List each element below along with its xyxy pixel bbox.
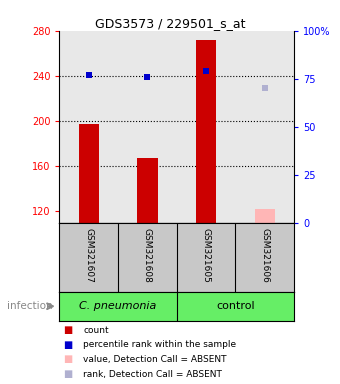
Text: GDS3573 / 229501_s_at: GDS3573 / 229501_s_at xyxy=(95,17,245,30)
Text: control: control xyxy=(216,301,255,311)
Text: percentile rank within the sample: percentile rank within the sample xyxy=(83,340,236,349)
Bar xyxy=(255,209,275,223)
Bar xyxy=(137,158,158,223)
Bar xyxy=(196,40,216,223)
Text: GSM321605: GSM321605 xyxy=(202,228,210,283)
Text: C. pneumonia: C. pneumonia xyxy=(80,301,157,311)
Bar xyxy=(79,124,99,223)
Text: value, Detection Call = ABSENT: value, Detection Call = ABSENT xyxy=(83,355,227,364)
Text: ■: ■ xyxy=(63,325,72,335)
Text: ■: ■ xyxy=(63,369,72,379)
Text: count: count xyxy=(83,326,109,335)
Text: rank, Detection Call = ABSENT: rank, Detection Call = ABSENT xyxy=(83,369,222,379)
Text: GSM321607: GSM321607 xyxy=(84,228,93,283)
Text: GSM321606: GSM321606 xyxy=(260,228,269,283)
Text: infection: infection xyxy=(7,301,52,311)
Text: GSM321608: GSM321608 xyxy=(143,228,152,283)
Text: ■: ■ xyxy=(63,354,72,364)
Text: ■: ■ xyxy=(63,340,72,350)
